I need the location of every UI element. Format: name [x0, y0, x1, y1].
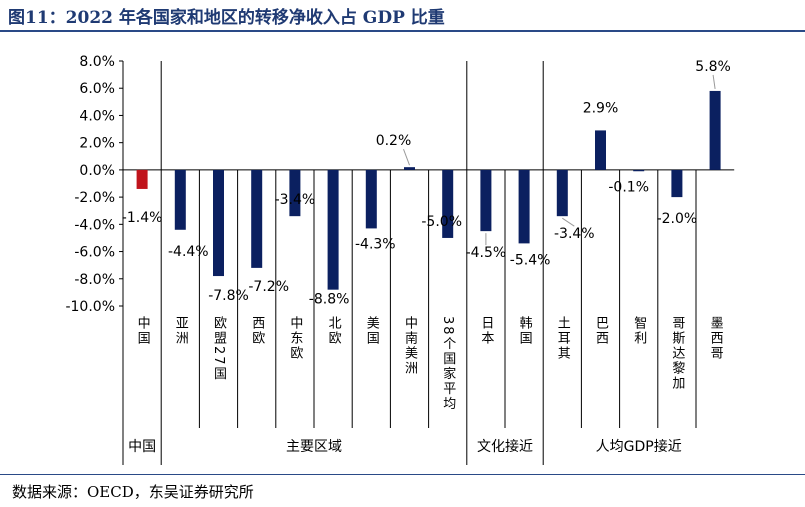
data-label: -4.5%: [466, 245, 507, 261]
data-label: -3.4%: [275, 192, 316, 208]
bar: [633, 169, 645, 172]
bar: [404, 167, 415, 170]
bar: [671, 169, 683, 198]
bar: [136, 169, 148, 189]
category-label: 日本: [478, 316, 494, 346]
data-label: -4.3%: [355, 236, 396, 252]
bar: [518, 169, 530, 244]
y-tick-label: -10.0%: [65, 299, 115, 315]
bar-chart: 8.0% 6.0% 4.0% 2.0% 0.0% -2.0% -4.0% -6.0% -8.0%…: [65, 54, 735, 465]
group-label: 文化接近: [477, 438, 533, 455]
category-label: 中国: [135, 316, 150, 346]
data-label: -7.8%: [208, 288, 249, 304]
data-label-leader: [562, 217, 575, 227]
data-label: -4.4%: [168, 244, 209, 260]
data-label: 5.8%: [695, 59, 731, 75]
data-label: -5.4%: [510, 252, 551, 268]
category-label: 墨西哥: [708, 316, 724, 361]
data-label: 2.9%: [583, 100, 619, 116]
bar: [289, 169, 301, 217]
y-tick-label: 2.0%: [79, 136, 115, 152]
group-label: 人均GDP接近: [596, 438, 682, 455]
category-label: 北欧: [326, 316, 342, 346]
y-tick-label: 8.0%: [79, 54, 115, 70]
bar: [327, 169, 339, 290]
data-label: -1.4%: [122, 210, 163, 226]
category-label: 韩国: [517, 316, 533, 346]
category-label: 38个国家平均: [440, 316, 456, 412]
data-label: -5.0%: [421, 214, 462, 230]
y-tick-label: -2.0%: [74, 190, 115, 206]
category-label: 中南美洲: [402, 316, 418, 376]
data-label: -3.4%: [554, 226, 595, 242]
data-label-leader: [712, 74, 716, 90]
bar: [595, 130, 606, 170]
category-label: 智利: [631, 316, 647, 346]
bar: [174, 169, 186, 230]
group-label: 中国: [128, 439, 156, 455]
y-tick-label: -8.0%: [74, 272, 115, 288]
data-label: -7.2%: [248, 279, 289, 295]
y-tick-label: 4.0%: [79, 108, 115, 124]
data-label-leader: [403, 148, 410, 166]
figure-title: 图11：2022 年各国家和地区的转移净收入占 GDP 比重: [8, 8, 445, 28]
group-label: 主要区域: [286, 439, 342, 455]
category-label: 欧盟27国: [211, 316, 227, 382]
category-label: 巴西: [593, 316, 609, 346]
category-label: 西欧: [249, 316, 265, 346]
category-label: 土耳其: [555, 316, 571, 361]
data-label: -2.0%: [657, 211, 698, 227]
y-tick-label: 6.0%: [79, 81, 115, 97]
data-label: -8.8%: [309, 292, 350, 308]
category-label: 亚洲: [173, 316, 189, 346]
category-label: 中东欧: [287, 316, 303, 361]
data-label: 0.2%: [376, 133, 412, 149]
bar: [709, 90, 721, 170]
category-label: 哥斯达黎加: [669, 316, 685, 391]
data-label: -0.1%: [608, 179, 649, 195]
y-tick-label: -4.0%: [74, 217, 115, 233]
source-rule: [0, 474, 805, 475]
bar: [442, 169, 454, 238]
y-tick-label: -6.0%: [74, 245, 115, 261]
bar: [213, 169, 224, 277]
y-tick-label: 0.0%: [79, 163, 115, 179]
bar: [365, 169, 377, 229]
bar: [556, 169, 568, 217]
bar: [480, 169, 492, 232]
category-label: 美国: [364, 316, 380, 346]
title-rule: [0, 30, 805, 32]
source-note: 数据来源：OECD，东吴证券研究所: [12, 483, 254, 501]
bar: [251, 169, 263, 268]
